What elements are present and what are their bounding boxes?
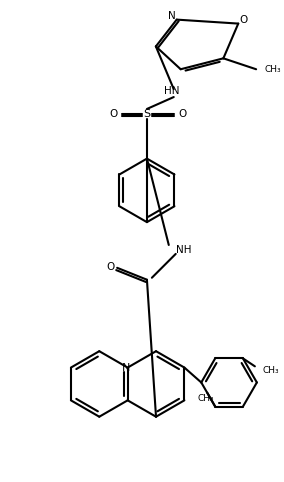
Text: CH₃: CH₃ — [264, 65, 281, 74]
Text: N: N — [168, 11, 176, 21]
Text: CH₃: CH₃ — [263, 366, 279, 375]
Text: O: O — [179, 109, 187, 119]
Text: O: O — [106, 262, 114, 272]
Text: O: O — [239, 14, 247, 25]
Text: S: S — [143, 109, 151, 119]
Text: HN: HN — [164, 86, 179, 96]
Text: O: O — [109, 109, 117, 119]
Text: N: N — [122, 362, 130, 373]
Text: NH: NH — [176, 245, 191, 255]
Text: CH₃: CH₃ — [198, 394, 214, 403]
